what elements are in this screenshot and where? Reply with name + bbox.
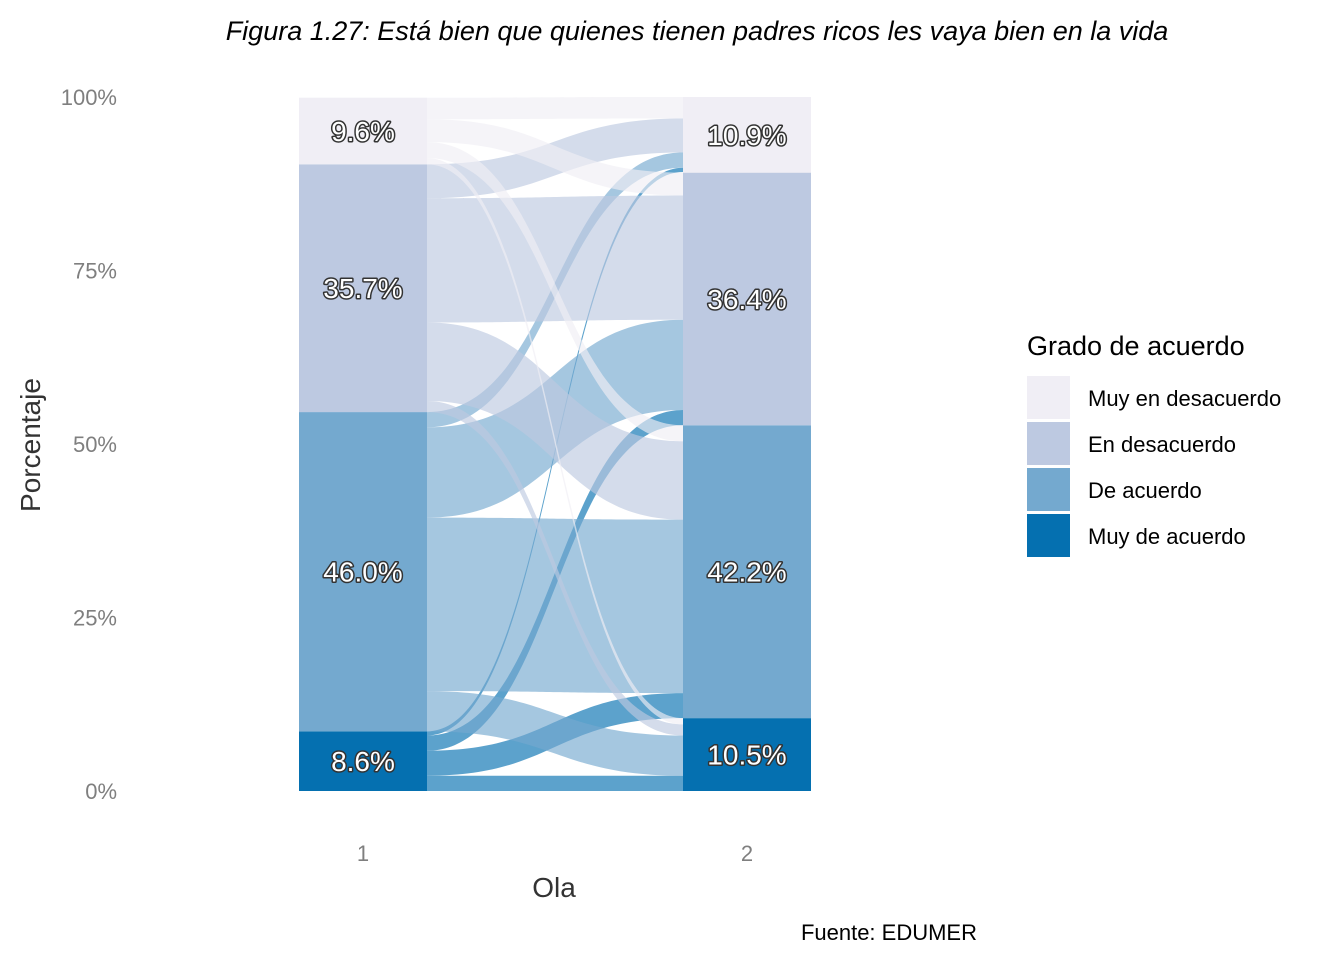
legend-swatch	[1027, 422, 1070, 465]
bar-segment	[299, 731, 427, 791]
x-axis-title: Ola	[532, 872, 576, 903]
legend-label: Muy de acuerdo	[1088, 524, 1246, 549]
flow-band	[427, 142, 683, 442]
chart-title: Figura 1.27: Está bien que quienes tiene…	[226, 16, 1169, 46]
flow-band	[427, 517, 683, 694]
flows-layer	[427, 97, 683, 791]
bar-value-label: 10.5%	[707, 740, 786, 771]
bar-value-label: 35.7%	[323, 273, 402, 304]
bar-value-label: 9.6%	[331, 116, 395, 147]
flow-band	[427, 195, 683, 323]
bar-value-label: 36.4%	[707, 284, 786, 315]
bar-segment	[299, 164, 427, 413]
legend-swatch	[1027, 514, 1070, 557]
bar-value-label: 8.6%	[331, 746, 395, 777]
flow-band	[427, 322, 683, 520]
y-tick-label: 100%	[61, 85, 117, 110]
flow-band	[427, 400, 683, 736]
y-tick-label: 50%	[73, 432, 117, 457]
legend-swatch	[1027, 376, 1070, 419]
bar-value-label: 46.0%	[323, 557, 402, 588]
legend-label: De acuerdo	[1088, 478, 1202, 503]
bar-segment	[683, 425, 811, 719]
bar-labels: 8.6% 46.0% 35.7% 9.6% 10.5% 42.2% 36.4% 10.9%	[322, 115, 788, 779]
bar-segment	[299, 97, 427, 165]
y-axis-title: Porcentaje	[15, 378, 46, 512]
y-tick-label: 25%	[73, 606, 117, 631]
legend-label: En desacuerdo	[1088, 432, 1236, 457]
flow-band	[427, 691, 683, 776]
bar-segment	[299, 412, 427, 732]
bar-segment	[683, 172, 811, 426]
x-tick-label: 2	[741, 841, 753, 866]
y-tick-label: 75%	[73, 259, 117, 284]
legend-title: Grado de acuerdo	[1027, 331, 1245, 361]
legend-label: Muy en desacuerdo	[1088, 386, 1281, 411]
x-tick-label: 1	[357, 841, 369, 866]
flow-band	[427, 97, 683, 120]
bar-segment	[683, 718, 811, 791]
flow-band	[427, 775, 683, 791]
caption: Fuente: EDUMER	[801, 920, 977, 945]
legend: Muy en desacuerdo En desacuerdo De acuerdo…	[1027, 376, 1281, 557]
stacked-bars	[299, 97, 811, 791]
y-axis-ticks: 0% 25% 50% 75% 100%	[61, 85, 117, 804]
flow-band	[427, 158, 683, 725]
flow-band	[427, 119, 683, 196]
bar-value-label: 10.9%	[707, 120, 786, 151]
y-tick-label: 0%	[85, 779, 117, 804]
bar-segment	[683, 97, 811, 173]
legend-swatch	[1027, 468, 1070, 511]
bar-value-label: 42.2%	[707, 557, 786, 588]
